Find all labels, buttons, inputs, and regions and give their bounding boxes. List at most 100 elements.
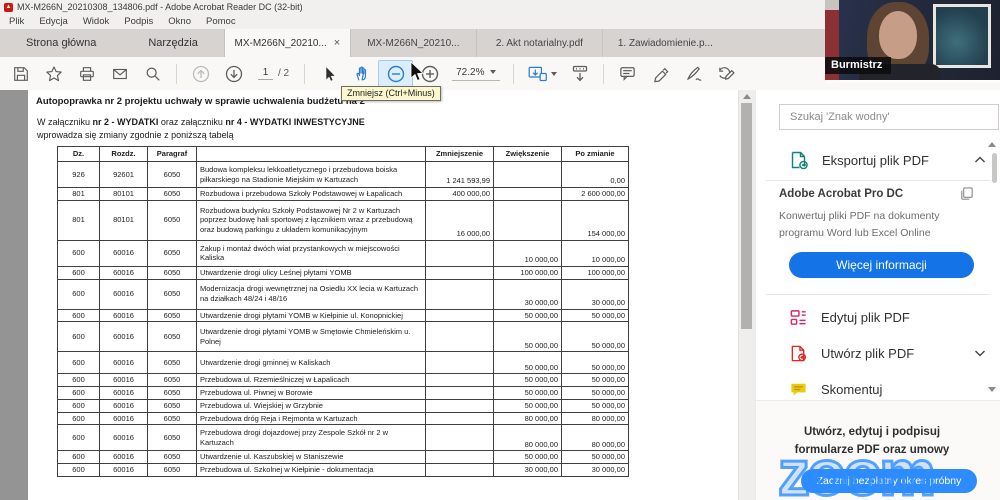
table-cell: Utwardzenie drogi płytami YOMB w Kiełpin… [196,308,426,323]
pages-icon[interactable] [959,186,974,201]
search-button[interactable] [136,61,169,87]
table-cell: 600 [57,411,100,426]
divider [766,180,990,181]
previous-page-button[interactable] [184,61,217,87]
zoom-out-tooltip: Zmniejsz (Ctrl+Minus) [341,86,441,101]
save-button[interactable] [4,61,37,87]
footer-line2: formularze PDF oraz umowy [794,444,950,456]
zoom-trial-button[interactable]: Zacznij bezpłatny okres próbny [801,469,977,493]
table-header-cell: Dz. [57,146,100,162]
close-icon[interactable]: × [333,37,341,49]
email-button[interactable] [103,61,136,87]
tab-home[interactable]: Strona główna [26,37,97,49]
title-bar: ▲ MX-M266N_20210308_134806.pdf - Adobe A… [0,0,1000,14]
sidebar-scrollbar-thumb[interactable] [992,153,997,183]
table-cell: 60016 [99,463,148,477]
table-row: 600 60016 6050 Zakup i montaż dwóch wiat pr… [57,239,629,267]
hand-tool-icon [356,66,367,81]
hand-tool-button[interactable] [345,61,378,87]
table-row: 600 60016 6050 Utwardzenie drogi gminnej w … [57,351,629,375]
table-cell: 600 [57,351,100,375]
comment-tool-button[interactable] [611,61,644,87]
table-cell [425,373,494,387]
document-scrollbar[interactable] [738,90,755,500]
table-cell: 60016 [99,321,148,353]
promo-body-line2: programu Word lub Excel Online [779,227,931,239]
tab-tools[interactable]: Narzędzia [148,37,198,49]
page-width-button[interactable] [563,61,596,87]
table-cell: 6050 [147,450,197,464]
star-button[interactable] [37,61,70,87]
more-info-button[interactable]: Więcej informacji [789,252,974,278]
comment-row[interactable]: Skomentuj [756,375,986,403]
fill-sign-button[interactable] [677,61,710,87]
table-cell: 0,00 [561,161,629,188]
table-cell: 600 [57,321,100,353]
table-cell: Utwardzenie ul. Kaszubskiej w Staniszewi… [196,450,426,464]
sidebar-scroll-down-icon[interactable] [988,387,996,392]
table-header-cell: Rozdz. [99,146,148,162]
table-cell: 80 000,00 [493,411,562,426]
save-icon [13,66,28,81]
tab-document-3[interactable]: 2. Akt notarialny.pdf [475,29,602,57]
table-cell: 60016 [99,386,148,400]
tab-document-4-label: 1. Zawiadomienie.p... [617,37,713,49]
toolbar-separator [176,63,177,84]
menu-okno[interactable]: Okno [168,16,192,27]
table-cell: 926 [57,161,100,188]
table-row: 600 60016 6050 Utwardzenie drogi płytami YO… [57,308,629,323]
menu-edycja[interactable]: Edycja [39,16,68,27]
table-cell: 60016 [99,398,148,413]
create-pdf-row[interactable]: Utwórz plik PDF [756,339,986,367]
send-for-signature-button[interactable] [710,61,743,87]
table-cell: Utwardzenie drogi ulicy Leśnej płytami Y… [196,265,426,280]
zoom-out-button[interactable] [378,59,414,88]
sidebar-footer: Utwórz, edytuj i podpisuj formularze PDF… [756,400,1000,500]
table-cell: 80 000,00 [561,411,629,426]
table-cell [425,239,494,267]
tools-sidebar: Eksportuj plik PDF Adobe Acrobat Pro DC … [755,90,1000,500]
table-cell: 92601 [99,161,148,188]
tab-document-1[interactable]: MX-M266N_20210... × [223,29,350,57]
next-page-button[interactable] [217,61,250,87]
page-number-input[interactable]: 1 [258,67,273,80]
tab-document-4[interactable]: 1. Zawiadomienie.p... [601,29,728,57]
print-button[interactable] [70,61,103,87]
table-cell: 600 [57,398,100,413]
menu-podpis[interactable]: Podpis [124,16,154,27]
menu-plik[interactable]: Plik [9,16,25,27]
chevron-down-icon [551,71,558,76]
tab-document-2[interactable]: MX-M266N_20210... [349,29,476,57]
table-row: 600 60016 6050 Przebudowa ul. Szkolnej w Ki… [57,463,629,477]
export-pdf-row[interactable]: Eksportuj plik PDF [756,146,986,174]
scroll-mode-button[interactable] [521,61,563,87]
table-header-cell: Zwiększenie [493,146,562,162]
table-cell: 6050 [147,321,197,353]
table-cell [425,463,494,477]
table-cell [493,187,562,201]
table-row: 600 60016 6050 Utwardzenie drogi ulicy Leśn… [57,265,629,280]
scrollbar-thumb[interactable] [741,103,752,329]
table-row: 600 60016 6050 Przebudowa ul. Rzemieślnicze… [57,373,629,387]
table-cell: 10 000,00 [493,239,562,267]
table-cell: 600 [57,386,100,400]
table-cell: 600 [57,265,100,280]
table-cell: 600 [57,239,100,267]
select-tool-button[interactable] [312,61,345,87]
search-input[interactable] [779,104,999,130]
sidebar-scroll-up-icon[interactable] [988,142,996,147]
table-cell: 600 [57,463,100,477]
print-icon [79,66,94,81]
zoom-level-select[interactable]: 72.2% [452,67,501,81]
scroll-up-icon[interactable] [743,94,751,99]
table-cell: Przebudowa ul. Rzemieślniczej w Łapalica… [196,373,426,387]
edit-pdf-row[interactable]: Edytuj plik PDF [756,303,986,331]
menu-pomoc[interactable]: Pomoc [206,16,236,27]
budget-table-body: 926 92601 6050 Budowa kompleksu lekkoatlety… [57,161,629,477]
highlight-tool-button[interactable] [644,61,677,87]
chevron-up-icon [974,156,986,163]
menu-widok[interactable]: Widok [82,16,110,27]
document-paragraph: W załączniku nr 2 - WYDATKI oraz załączn… [37,116,365,142]
table-cell: 600 [57,450,100,464]
mouse-cursor [410,61,424,82]
